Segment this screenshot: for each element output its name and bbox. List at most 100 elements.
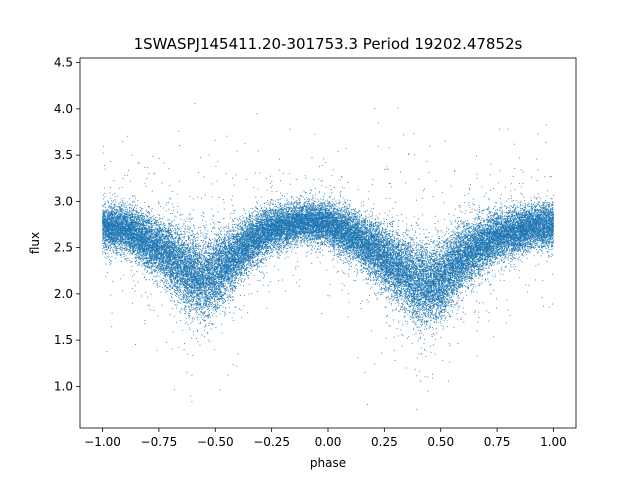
data-point <box>383 232 384 233</box>
data-point <box>496 256 497 257</box>
data-point <box>416 261 417 262</box>
data-point <box>242 275 243 276</box>
data-point <box>511 221 512 222</box>
data-point <box>210 244 211 245</box>
data-point <box>393 277 394 278</box>
data-point <box>218 283 219 284</box>
data-point <box>536 240 537 241</box>
data-point <box>317 206 318 207</box>
data-point <box>149 215 150 216</box>
data-point <box>285 258 286 259</box>
data-point <box>451 297 452 298</box>
data-point <box>383 275 384 276</box>
data-point <box>114 247 115 248</box>
data-point <box>211 231 212 232</box>
data-point <box>255 206 256 207</box>
data-point <box>353 213 354 214</box>
data-point <box>362 218 363 219</box>
data-point <box>202 265 203 266</box>
data-point <box>421 259 422 260</box>
data-point <box>336 206 337 207</box>
data-point <box>403 259 404 260</box>
data-point <box>174 305 175 306</box>
data-point <box>192 319 193 320</box>
data-point <box>500 198 501 199</box>
data-point <box>501 202 502 203</box>
data-point <box>451 224 452 225</box>
data-point <box>461 317 462 318</box>
data-point <box>202 212 203 213</box>
data-point <box>297 261 298 262</box>
data-point <box>433 266 434 267</box>
data-point <box>235 227 236 228</box>
data-point <box>236 174 237 175</box>
data-point <box>172 348 173 349</box>
data-point <box>373 204 374 205</box>
data-point <box>412 229 413 230</box>
data-point <box>434 307 435 308</box>
data-point <box>548 257 549 258</box>
data-point <box>235 248 236 249</box>
data-point <box>351 262 352 263</box>
data-point <box>372 214 373 215</box>
data-point <box>447 305 448 306</box>
data-point <box>310 210 311 211</box>
data-point <box>476 217 477 218</box>
data-point <box>419 254 420 255</box>
data-point <box>416 200 417 201</box>
data-point <box>503 274 504 275</box>
data-point <box>225 314 226 315</box>
data-point <box>335 201 336 202</box>
data-point <box>520 208 521 209</box>
data-point <box>379 230 380 231</box>
data-point <box>434 256 435 257</box>
data-point <box>304 203 305 204</box>
data-point <box>261 267 262 268</box>
data-point <box>162 233 163 234</box>
data-point <box>383 242 384 243</box>
data-point <box>433 253 434 254</box>
data-point <box>528 250 529 251</box>
data-point <box>175 270 176 271</box>
data-point <box>402 299 403 300</box>
data-point <box>203 225 204 226</box>
data-point <box>142 273 143 274</box>
data-point <box>465 291 466 292</box>
data-point <box>503 219 504 220</box>
data-point <box>510 208 511 209</box>
data-point <box>551 241 552 242</box>
data-point <box>474 281 475 282</box>
data-point <box>134 216 135 217</box>
data-point <box>348 261 349 262</box>
data-point <box>170 229 171 230</box>
data-point <box>175 230 176 231</box>
data-point <box>363 236 364 237</box>
data-point <box>332 211 333 212</box>
data-point <box>328 238 329 239</box>
data-point <box>355 227 356 228</box>
data-point <box>197 317 198 318</box>
data-point <box>146 249 147 250</box>
data-point <box>189 230 190 231</box>
data-point <box>387 297 388 298</box>
data-point <box>470 272 471 273</box>
data-point <box>194 308 195 309</box>
data-point <box>202 319 203 320</box>
data-point <box>247 263 248 264</box>
data-point <box>377 278 378 279</box>
data-point <box>341 176 342 177</box>
data-point <box>465 238 466 239</box>
data-point <box>451 239 452 240</box>
data-point <box>246 264 247 265</box>
data-point <box>203 246 204 247</box>
data-point <box>442 192 443 193</box>
data-point <box>479 209 480 210</box>
data-point <box>322 206 323 207</box>
data-point <box>501 219 502 220</box>
data-point <box>260 219 261 220</box>
data-point <box>205 325 206 326</box>
data-point <box>390 290 391 291</box>
data-point <box>167 264 168 265</box>
data-point <box>185 280 186 281</box>
data-point <box>200 299 201 300</box>
